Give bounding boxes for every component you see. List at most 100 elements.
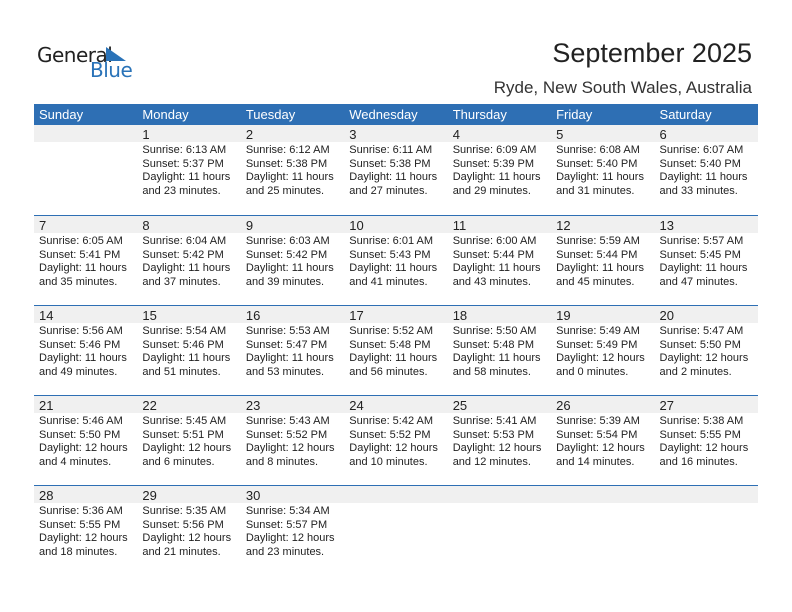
week-row: 21 Sunrise: 5:46 AM Sunset: 5:50 PM Dayligh…: [34, 395, 758, 485]
day-cell: 26 Sunrise: 5:39 AM Sunset: 5:54 PM Dayligh…: [551, 396, 654, 469]
sunset: Sunset: 5:54 PM: [556, 428, 638, 441]
daylight: Daylight: 11 hours: [142, 171, 231, 183]
date-band: [34, 486, 758, 503]
weekday-saturday: Saturday: [659, 107, 712, 122]
date-band: [34, 125, 758, 142]
sunset: Sunset: 5:40 PM: [556, 157, 638, 170]
day-cell: 4 Sunrise: 6:09 AM Sunset: 5:39 PM Daylight…: [448, 125, 551, 198]
daylight: Daylight: 11 hours: [245, 262, 334, 274]
daylight-minutes: and 31 minutes.: [556, 184, 635, 197]
day-cell: 2 Sunrise: 6:12 AM Sunset: 5:38 PM Daylight…: [241, 125, 344, 198]
daylight: Daylight: 11 hours: [39, 352, 127, 364]
sunrise: Sunrise: 6:00 AM: [452, 235, 537, 247]
sunset: Sunset: 5:46 PM: [142, 338, 224, 351]
date-band: [34, 216, 758, 233]
daylight: Daylight: 12 hours: [659, 352, 749, 364]
day-cell: 17 Sunrise: 5:52 AM Sunset: 5:48 PM Dayligh…: [344, 306, 447, 379]
sunset: Sunset: 5:55 PM: [659, 428, 741, 441]
sunset: Sunset: 5:40 PM: [659, 157, 741, 170]
day-number: 8: [142, 218, 150, 233]
sunset: Sunset: 5:37 PM: [142, 157, 224, 170]
weekday-thursday: Thursday: [452, 107, 507, 122]
day-number: 10: [349, 218, 364, 233]
sunset: Sunset: 5:50 PM: [39, 428, 121, 441]
sunset: Sunset: 5:42 PM: [245, 248, 328, 261]
daylight: Daylight: 11 hours: [349, 262, 438, 274]
daylight: Daylight: 12 hours: [245, 442, 335, 454]
day-number: 11: [452, 218, 467, 233]
daylight-minutes: and 25 minutes.: [245, 184, 325, 197]
daylight-minutes: and 43 minutes.: [452, 275, 531, 288]
week-row: 7 Sunrise: 6:05 AM Sunset: 5:41 PM Daylight…: [34, 215, 758, 305]
sunset: Sunset: 5:55 PM: [39, 518, 121, 531]
sunset: Sunset: 5:45 PM: [659, 248, 741, 261]
sunset: Sunset: 5:41 PM: [39, 248, 121, 261]
weekday-wednesday: Wednesday: [349, 107, 418, 122]
day-number: 12: [556, 218, 571, 233]
daylight-minutes: and 58 minutes.: [452, 365, 531, 378]
daylight-minutes: and 51 minutes.: [142, 365, 221, 378]
weekday-friday: Friday: [556, 107, 593, 122]
sunrise: Sunrise: 5:53 AM: [245, 325, 330, 337]
sunrise: Sunrise: 6:11 AM: [349, 144, 433, 156]
day-number: 28: [39, 488, 54, 503]
sunrise: Sunrise: 6:12 AM: [245, 144, 330, 156]
sunrise: Sunrise: 5:52 AM: [349, 325, 434, 337]
logo-text-general: General: [37, 43, 113, 67]
daylight-minutes: and 47 minutes.: [659, 275, 738, 288]
sunrise: Sunrise: 6:07 AM: [659, 144, 744, 156]
daylight-minutes: and 41 minutes.: [349, 275, 428, 288]
daylight: Daylight: 11 hours: [452, 352, 541, 364]
day-cell: 1 Sunrise: 6:13 AM Sunset: 5:37 PM Daylight…: [137, 125, 240, 198]
daylight: Daylight: 11 hours: [245, 171, 334, 183]
daylight-minutes: and 56 minutes.: [349, 365, 428, 378]
sunrise: Sunrise: 5:49 AM: [556, 325, 640, 337]
sunset: Sunset: 5:49 PM: [556, 338, 638, 351]
daylight-minutes: and 35 minutes.: [39, 275, 118, 288]
daylight-minutes: and 23 minutes.: [142, 184, 221, 197]
sunrise: Sunrise: 5:47 AM: [659, 325, 744, 337]
day-number: 18: [452, 308, 468, 323]
sunset: Sunset: 5:57 PM: [245, 518, 328, 531]
sunrise: Sunrise: 6:05 AM: [39, 235, 123, 247]
day-cell: 25 Sunrise: 5:41 AM Sunset: 5:53 PM Dayligh…: [448, 396, 551, 469]
sunset: Sunset: 5:48 PM: [452, 338, 535, 351]
daylight: Daylight: 12 hours: [39, 532, 128, 544]
week-row: 1 Sunrise: 6:13 AM Sunset: 5:37 PM Daylight…: [34, 125, 758, 215]
day-cell: 14 Sunrise: 5:56 AM Sunset: 5:46 PM Dayligh…: [34, 306, 137, 379]
sunset: Sunset: 5:56 PM: [142, 518, 224, 531]
daylight: Daylight: 12 hours: [39, 442, 128, 454]
sunset: Sunset: 5:53 PM: [452, 428, 535, 441]
daylight: Daylight: 12 hours: [349, 442, 438, 454]
day-cell: 19 Sunrise: 5:49 AM Sunset: 5:49 PM Dayligh…: [551, 306, 654, 379]
sunset: Sunset: 5:50 PM: [659, 338, 741, 351]
day-cell: 29 Sunrise: 5:35 AM Sunset: 5:56 PM Dayligh…: [137, 486, 240, 559]
day-number: 23: [245, 398, 261, 413]
daylight-minutes: and 29 minutes.: [452, 184, 531, 197]
sunrise: Sunrise: 5:46 AM: [39, 415, 123, 427]
day-number: 24: [349, 398, 364, 413]
daylight-minutes: and 2 minutes.: [659, 365, 732, 378]
daylight: Daylight: 11 hours: [142, 352, 231, 364]
sunrise: Sunrise: 5:42 AM: [349, 415, 434, 427]
sunrise: Sunrise: 6:03 AM: [245, 235, 330, 247]
day-cell: 3 Sunrise: 6:11 AM Sunset: 5:38 PM Daylight…: [344, 125, 447, 198]
day-number: 7: [39, 218, 47, 233]
location-subtitle: Ryde, New South Wales, Australia: [493, 78, 752, 97]
day-cell: 12 Sunrise: 5:59 AM Sunset: 5:44 PM Dayligh…: [551, 216, 654, 289]
daylight: Daylight: 12 hours: [556, 352, 645, 364]
day-number: 25: [452, 398, 468, 413]
day-number: 2: [245, 127, 254, 142]
day-number: 27: [659, 398, 674, 413]
daylight: Daylight: 11 hours: [142, 262, 231, 274]
day-cell: 28 Sunrise: 5:36 AM Sunset: 5:55 PM Dayligh…: [34, 486, 137, 559]
daylight-minutes: and 10 minutes.: [349, 455, 428, 468]
daylight: Daylight: 11 hours: [659, 171, 748, 183]
day-number: 16: [245, 308, 261, 323]
daylight-minutes: and 16 minutes.: [659, 455, 738, 468]
sunrise: Sunrise: 5:35 AM: [142, 505, 227, 517]
sunset: Sunset: 5:47 PM: [245, 338, 328, 351]
daylight: Daylight: 12 hours: [142, 532, 232, 544]
sunrise: Sunrise: 5:59 AM: [556, 235, 640, 247]
daylight-minutes: and 6 minutes.: [142, 455, 215, 468]
